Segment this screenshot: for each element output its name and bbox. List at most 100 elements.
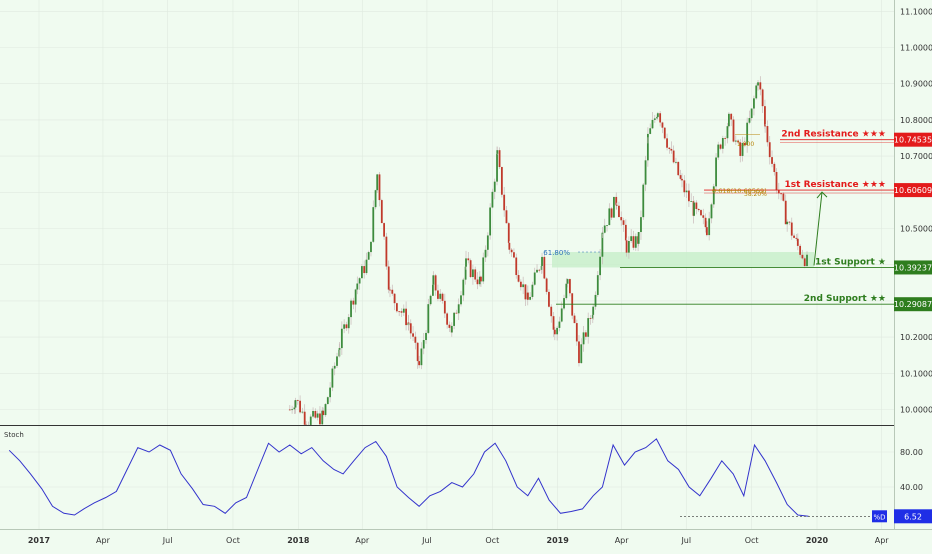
candle-body	[668, 147, 671, 149]
time-tick-label: 2018	[287, 536, 310, 545]
candle-body	[591, 314, 594, 319]
candle-body	[422, 340, 425, 349]
candle-body	[416, 342, 419, 362]
candle-body	[615, 204, 618, 206]
candle-body	[566, 279, 569, 284]
candle-body	[510, 249, 513, 253]
candle-body	[771, 157, 773, 164]
candle-body	[340, 328, 343, 349]
candle-body	[457, 304, 460, 314]
candle-body	[601, 232, 604, 234]
candle-body	[786, 221, 789, 225]
candle-body	[599, 256, 601, 276]
candle-body	[704, 217, 707, 228]
candle-body	[659, 113, 662, 123]
candle-body	[293, 407, 296, 410]
candle-body	[719, 144, 722, 149]
candle-body	[656, 116, 659, 119]
support-zone-rect	[552, 252, 814, 268]
candle-body	[737, 140, 739, 143]
candle-body	[333, 365, 336, 369]
candle-body	[790, 222, 793, 236]
candle-body	[587, 318, 590, 337]
candle-body	[343, 324, 346, 329]
candle-body	[795, 237, 798, 239]
candle-body	[717, 144, 720, 158]
candle-body	[500, 167, 503, 195]
level-value-badge	[894, 132, 932, 147]
candle-body	[578, 341, 580, 364]
candle-body	[529, 296, 532, 300]
candle-body	[378, 174, 381, 201]
level-value-badge	[894, 260, 932, 275]
time-axis[interactable]: 2017 Apr Jul Oct 2018 Apr Jul Oct 2019 Apr Jul Oct 2…	[28, 536, 889, 545]
candle-body	[710, 204, 713, 219]
candle-body	[806, 254, 808, 267]
candle-body	[324, 404, 327, 416]
candle-body	[734, 140, 737, 142]
candle-body	[685, 190, 688, 193]
candle-body	[757, 82, 759, 86]
candle-body	[768, 142, 771, 158]
candle-body	[387, 266, 390, 290]
candle-body	[361, 266, 363, 279]
stoch-tick-label: 40.00	[900, 483, 923, 492]
candle-body	[755, 85, 758, 99]
candle-body	[550, 306, 553, 317]
candle-body	[425, 332, 427, 341]
candle-body	[507, 223, 510, 243]
candle-body	[594, 294, 597, 307]
candle-body	[730, 113, 733, 120]
candle-body	[681, 178, 683, 181]
candle-body	[439, 293, 442, 299]
candle-body	[746, 122, 749, 146]
candle-body	[663, 127, 666, 139]
candle-body	[656, 113, 659, 117]
stoch-d-label: %D	[873, 513, 885, 521]
candle-body	[467, 258, 470, 261]
candle-body	[395, 303, 398, 312]
candle-body	[385, 236, 388, 267]
candle-body	[553, 329, 556, 335]
fib-618-right-label: 0.618(10.60569)	[712, 187, 767, 195]
price-tick-label: 10.80000	[900, 116, 932, 125]
candle-body	[489, 207, 492, 236]
time-tick-label: Apr	[355, 536, 370, 545]
candle-body	[508, 242, 511, 250]
candle-body	[329, 387, 332, 398]
candle-body	[632, 236, 635, 248]
candle-body	[642, 184, 645, 218]
candle-body	[432, 284, 434, 296]
candle-body	[647, 133, 649, 138]
candle-body	[569, 279, 571, 294]
support-zone	[552, 252, 814, 268]
candle-body	[374, 190, 377, 208]
candle-body	[345, 324, 348, 329]
candle-body	[688, 190, 690, 202]
candle-body	[496, 153, 498, 182]
candle-body	[336, 356, 338, 366]
fib-382-label: 38.20%	[744, 191, 767, 198]
candle-body	[644, 160, 647, 185]
candle-body	[405, 308, 407, 326]
candle-body	[666, 138, 668, 148]
candle-body	[432, 275, 435, 285]
arrow-head	[816, 191, 828, 199]
candle-body	[398, 311, 401, 313]
time-tick-label: Apr	[615, 536, 630, 545]
candle-body	[393, 293, 396, 304]
candle-body	[545, 278, 548, 292]
candle-body	[741, 143, 744, 156]
candle-body	[326, 397, 329, 405]
candle-body	[418, 361, 421, 366]
candle-body	[503, 194, 506, 211]
candle-body	[670, 148, 673, 151]
candle-body	[651, 119, 654, 129]
candle-body	[533, 272, 536, 285]
price-tick-label: 10.00000	[900, 406, 932, 415]
candle-body	[589, 318, 592, 319]
candle-body	[331, 368, 334, 388]
candle-body	[464, 266, 467, 280]
